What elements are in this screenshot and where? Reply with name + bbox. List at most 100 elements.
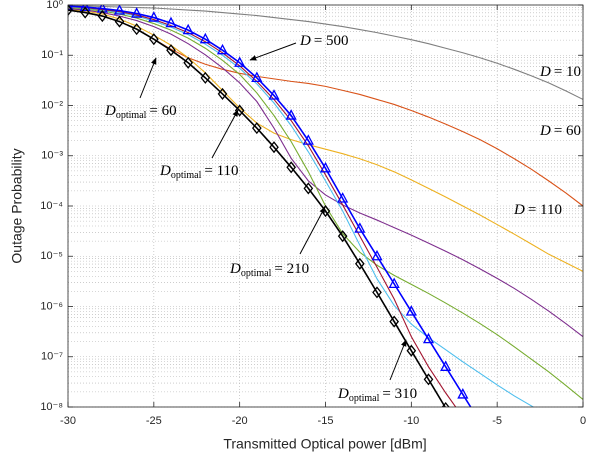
series-marker bbox=[389, 315, 399, 328]
series-marker bbox=[148, 11, 160, 22]
annotation-subscript: optimal bbox=[349, 393, 380, 404]
series-marker bbox=[440, 360, 452, 371]
series-marker bbox=[80, 6, 90, 19]
series-marker bbox=[319, 161, 332, 173]
annotation: Doptimal = 110 bbox=[159, 163, 239, 181]
series-marker bbox=[388, 277, 400, 289]
series-marker bbox=[217, 87, 228, 100]
annotation-text: = 60 bbox=[554, 123, 581, 139]
series-marker bbox=[354, 222, 366, 233]
x-tick-label: -5 bbox=[492, 415, 502, 427]
series-marker bbox=[286, 161, 296, 174]
y-tick-label: 10⁻⁵ bbox=[40, 250, 63, 262]
series-marker bbox=[268, 89, 280, 100]
series-marker bbox=[97, 9, 108, 23]
x-tick-label: -25 bbox=[146, 415, 162, 427]
x-tick-label: -10 bbox=[403, 415, 419, 427]
series-marker bbox=[476, 417, 485, 426]
series-marker bbox=[131, 23, 142, 36]
annotation-symbol: D bbox=[159, 163, 171, 179]
annotation-arrow bbox=[211, 109, 239, 159]
ticks: 10⁻⁸ 10⁻⁷ 10⁻⁶ 10⁻⁵ 10⁻⁴ 10⁻³ 10⁻² 10⁻¹ 10⁰ -30 -2… bbox=[40, 0, 586, 427]
series-marker bbox=[422, 332, 435, 344]
y-axis-label: Outage Probability bbox=[9, 148, 25, 263]
annotation: D = 500 bbox=[299, 33, 349, 49]
series-marker bbox=[149, 33, 159, 46]
y-tick-label: 10⁻² bbox=[41, 99, 63, 111]
y-tick-label: 10⁻⁸ bbox=[40, 401, 63, 413]
series-line bbox=[68, 5, 472, 407]
annotation-symbol: D bbox=[539, 64, 551, 80]
annotation: Doptimal = 60 bbox=[104, 103, 177, 121]
series-marker bbox=[372, 286, 382, 299]
series-marker bbox=[269, 141, 279, 154]
x-axis-label: Transmitted Optical power [dBm] bbox=[223, 436, 426, 452]
series-marker bbox=[457, 388, 469, 399]
series-marker bbox=[113, 5, 126, 15]
series-marker bbox=[183, 56, 193, 69]
series-marker bbox=[285, 109, 297, 120]
annotation-symbol: D bbox=[299, 33, 311, 49]
series-marker bbox=[165, 16, 177, 28]
annotation-symbol: D bbox=[229, 261, 241, 277]
annotation-text: = 60 bbox=[149, 103, 176, 119]
annotation-text: = 500 bbox=[314, 33, 349, 49]
series-marker bbox=[234, 104, 245, 117]
y-tick-label: 10⁰ bbox=[46, 0, 63, 11]
series-marker bbox=[252, 122, 262, 135]
series-marker bbox=[303, 182, 314, 195]
grid bbox=[67, 4, 584, 408]
annotation-arrow bbox=[299, 206, 326, 255]
series-marker bbox=[234, 56, 246, 67]
y-tick-label: 10⁻³ bbox=[41, 150, 63, 162]
annotation-subscript: optimal bbox=[241, 268, 272, 279]
series-marker bbox=[182, 23, 194, 35]
annotation-symbol: D bbox=[337, 386, 349, 402]
annotation-text: = 110 bbox=[204, 163, 238, 179]
series-line bbox=[68, 9, 447, 407]
series-marker bbox=[337, 230, 348, 243]
annotation-text: = 310 bbox=[382, 386, 417, 402]
series-marker bbox=[441, 401, 450, 407]
series-marker bbox=[251, 71, 263, 83]
annotation-subscript: optimal bbox=[116, 110, 147, 121]
series-marker bbox=[114, 15, 125, 28]
annotation: Doptimal = 310 bbox=[337, 386, 417, 404]
series-marker bbox=[166, 44, 176, 57]
x-tick-label: -20 bbox=[232, 415, 248, 427]
series-marker bbox=[355, 257, 365, 270]
series-line bbox=[68, 6, 535, 407]
y-tick-label: 10⁻⁷ bbox=[41, 351, 63, 363]
annotation: Doptimal = 210 bbox=[229, 261, 309, 279]
annotation-subscript: optimal bbox=[171, 170, 202, 181]
series-marker bbox=[79, 5, 91, 12]
series-marker bbox=[131, 7, 143, 18]
series-marker bbox=[337, 192, 349, 203]
annotation: D = 60 bbox=[539, 123, 581, 139]
series-marker bbox=[371, 249, 383, 261]
annotation-symbol: D bbox=[513, 202, 525, 218]
annotation-text: = 210 bbox=[274, 261, 309, 277]
annotation-text: = 10 bbox=[554, 64, 581, 80]
annotation-symbol: D bbox=[539, 123, 551, 139]
series-marker bbox=[406, 344, 417, 357]
data-layer bbox=[68, 5, 583, 426]
series-marker bbox=[199, 32, 211, 44]
series-marker bbox=[216, 43, 229, 55]
annotation-symbol: D bbox=[104, 103, 116, 119]
series-marker bbox=[302, 134, 314, 145]
annotation-arrow bbox=[389, 339, 407, 381]
annotation-text: = 110 bbox=[528, 202, 562, 218]
annotation-arrow bbox=[139, 57, 157, 99]
series-marker bbox=[423, 373, 434, 386]
series-marker bbox=[68, 5, 73, 17]
series-marker bbox=[405, 305, 417, 316]
x-tick-label: -30 bbox=[60, 415, 76, 427]
annotation: D = 10 bbox=[539, 64, 581, 80]
x-tick-label: -15 bbox=[318, 415, 334, 427]
y-tick-label: 10⁻⁴ bbox=[40, 200, 63, 212]
series-line bbox=[68, 7, 583, 338]
